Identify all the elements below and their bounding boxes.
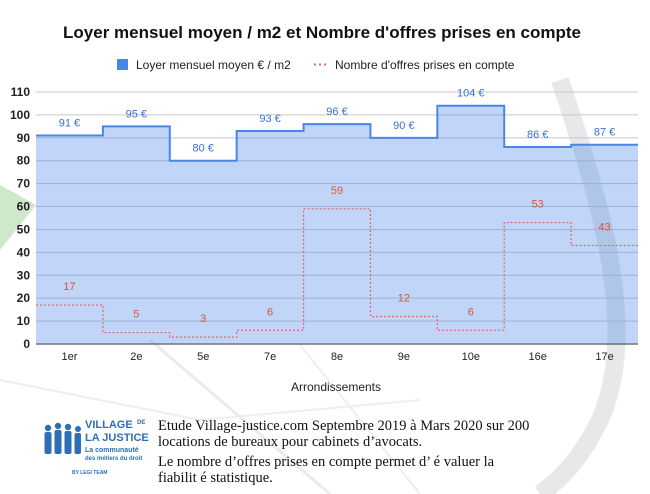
y-tick-label: 0 [23,337,30,351]
offers-data-label: 12 [398,293,410,305]
x-tick-label: 16e [528,351,546,363]
y-tick-label: 20 [17,291,31,305]
logo-tagline-1: La communauté [85,447,139,454]
logo-village: VILLAGE [85,419,133,431]
x-tick-label: 1er [61,351,77,363]
rent-data-label: 86 € [527,129,548,141]
rent-area-series [36,104,638,344]
chart-title: Loyer mensuel moyen / m2 et Nombre d'off… [63,23,581,42]
village-justice-logo: VILLAGE DE LA JUSTICE La communauté des … [44,419,149,476]
y-tick-label: 50 [17,222,31,236]
x-axis-title: Arrondissements [291,380,381,394]
x-tick-label: 5e [197,351,209,363]
y-tick-label: 40 [17,245,31,259]
rent-data-label: 91 € [59,118,80,130]
y-tick-label: 10 [17,314,31,328]
people-silhouettes-icon [44,422,81,454]
footer-line-4: fiabilit é statistique. [158,470,273,486]
offers-data-label: 6 [468,306,474,318]
rent-data-label: 95 € [126,108,147,120]
x-tick-label: 9e [398,351,410,363]
rent-area-fill [36,105,638,344]
offers-data-label: 43 [598,221,610,233]
offers-data-label: 3 [200,313,206,325]
offers-step-line [36,208,638,338]
map-park [0,185,36,250]
offers-line-series [36,208,638,338]
x-tick-label: 2e [130,351,142,363]
y-tick-label: 80 [17,154,31,168]
legend-swatch-rent [117,59,128,70]
x-tick-label: 10e [462,351,480,363]
x-tick-label: 8e [331,351,343,363]
legend: Loyer mensuel moyen € / m2 Nombre d'offr… [117,58,515,72]
footer-line-2: locations de bureaux pour cabinets d’avo… [158,434,422,450]
rent-data-label: 80 € [193,143,214,155]
y-tick-label: 30 [17,268,31,282]
axes: 0 10 20 30 40 50 60 70 80 90 100 110 1er 2e 5e 7e 8e 9e 10… [10,85,614,363]
gridlines [36,91,638,345]
y-tick-label: 110 [11,85,31,99]
legend-label-offers: Nombre d'offres prises en compte [335,58,515,72]
data-labels: 91 € 95 € 80 € 93 € 96 € 90 € 104 € 86 € 87 € 17 5… [59,88,616,325]
y-tick-label: 100 [10,108,30,122]
rent-data-label: 90 € [393,120,414,132]
map-road [299,344,421,494]
y-tick-label: 90 [17,131,31,145]
x-tick-label: 17e [595,351,613,363]
map-river [534,77,626,494]
logo-de: DE [137,420,145,426]
footer-line-1: Etude Village-justice.com Septembre 2019… [158,418,529,434]
rent-data-label: 93 € [259,113,280,125]
logo-tagline-2: des métiers du droit [85,456,142,462]
y-tick-label: 70 [17,177,31,191]
rent-data-label: 87 € [594,127,615,139]
footer-line-3: Le nombre d’offres prises en compte perm… [158,454,495,470]
offers-data-label: 5 [133,309,139,321]
x-tick-label: 7e [264,351,276,363]
rent-data-label: 104 € [457,88,485,100]
offers-data-label: 53 [532,199,544,211]
offers-data-label: 6 [267,306,273,318]
rent-step-line [36,104,638,162]
offers-data-label: 17 [63,281,75,293]
y-tick-label: 60 [17,200,31,214]
map-road [0,379,421,422]
rent-data-label: 96 € [326,106,347,118]
offers-data-label: 59 [331,185,343,197]
legend-label-rent: Loyer mensuel moyen € / m2 [136,58,291,72]
logo-la-justice: LA JUSTICE [85,432,149,444]
logo-byline: BY LEGI TEAM [72,470,107,476]
